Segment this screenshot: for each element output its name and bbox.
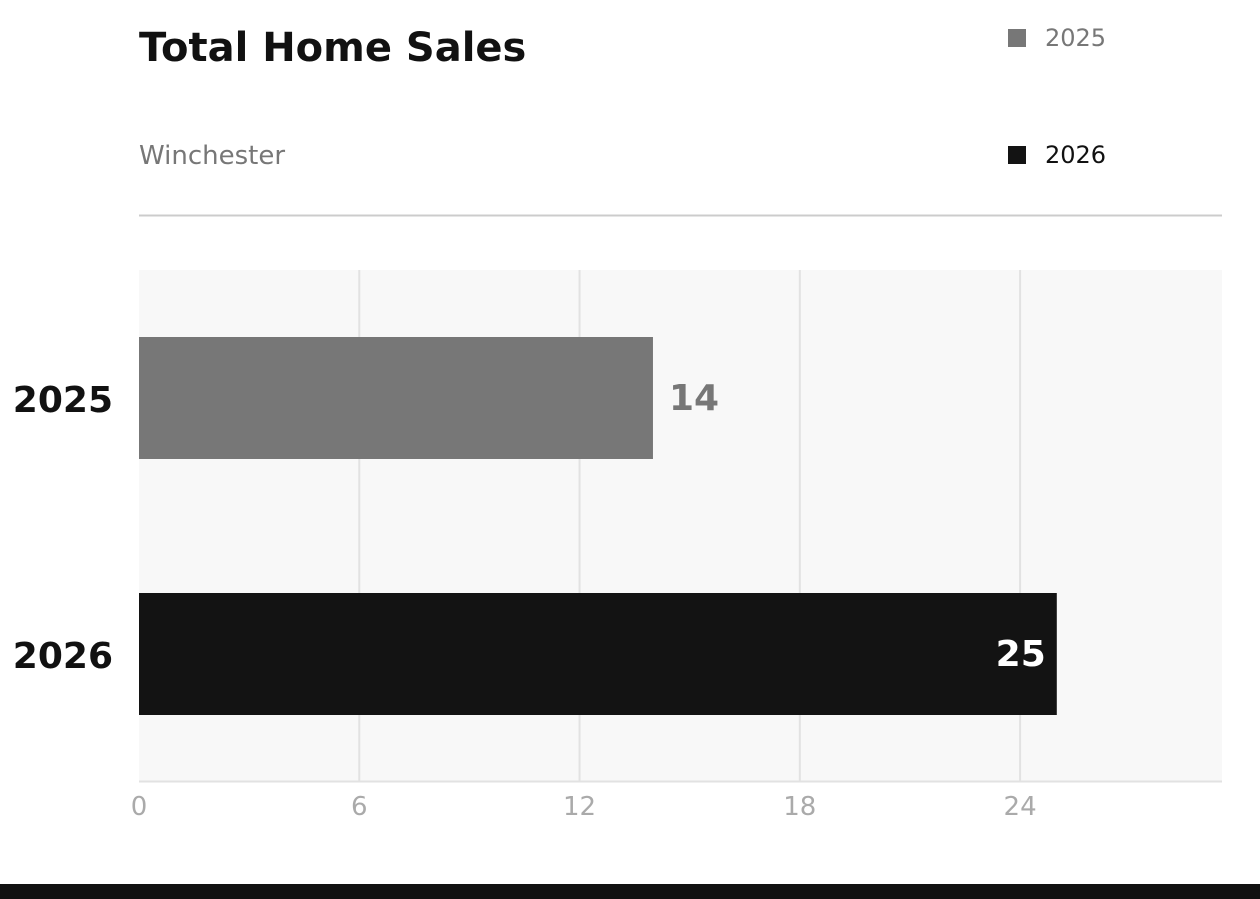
x-tick-label: 18 (783, 792, 816, 822)
legend-swatch (1008, 29, 1026, 47)
category-label-2025: 2025 (13, 380, 113, 421)
x-tick-label: 6 (351, 792, 368, 822)
bars: 14 25 (139, 337, 1057, 715)
footer-bar (0, 884, 1260, 899)
bar-2025 (139, 337, 653, 459)
value-label: 14 (669, 378, 719, 419)
bar-2026 (139, 593, 1057, 715)
category-labels: 2025 2026 (13, 380, 113, 677)
chart-subtitle: Winchester (139, 141, 285, 171)
x-tick-label: 12 (563, 792, 596, 822)
x-tick-label: 0 (131, 792, 148, 822)
x-tick-labels: 0 6 12 18 24 (131, 792, 1037, 822)
legend-label: 2026 (1045, 141, 1106, 169)
legend: 2025 2026 (1008, 24, 1106, 169)
x-tick-label: 24 (1004, 792, 1037, 822)
value-label: 25 (996, 634, 1046, 675)
category-label-2026: 2026 (13, 636, 113, 677)
chart-title: Total Home Sales (139, 25, 526, 71)
legend-label: 2025 (1045, 24, 1106, 52)
legend-swatch (1008, 146, 1026, 164)
